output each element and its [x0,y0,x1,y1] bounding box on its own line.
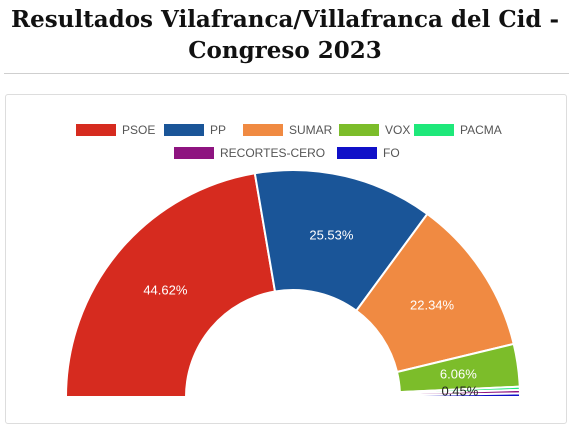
legend-swatch-pacma[interactable] [414,124,454,136]
slice-label-psoe: 44.62% [143,282,188,297]
chart-slices [64,169,522,398]
legend-label-pacma[interactable]: PACMA [460,123,502,137]
legend-swatch-pp[interactable] [164,124,204,136]
title-divider [4,73,569,74]
chart-card: PSOE PP SUMAR VOX PACMA RECORTES-CERO FO 44.62… [5,94,567,424]
legend-swatch-vox[interactable] [339,124,379,136]
page-title: Resultados Vilafranca/Villafranca del Ci… [10,6,560,64]
slice-label-vox: 6.06% [440,367,477,382]
semi-donut-chart: PSOE PP SUMAR VOX PACMA RECORTES-CERO FO 44.62… [64,123,522,399]
chart-legend: PSOE PP SUMAR VOX PACMA RECORTES-CERO FO [76,123,502,160]
legend-label-sumar[interactable]: SUMAR [289,123,333,137]
chart-slice-labels: 44.62% 25.53% 22.34% 6.06% 0.45% [143,227,478,398]
legend-label-vox[interactable]: VOX [385,123,410,137]
slice-label-pp: 25.53% [309,227,354,242]
legend-swatch-fo[interactable] [337,147,377,159]
legend-label-fo[interactable]: FO [383,146,400,160]
slice-fo[interactable] [398,392,522,398]
legend-swatch-sumar[interactable] [243,124,283,136]
slice-psoe[interactable] [64,172,277,398]
legend-label-psoe[interactable]: PSOE [122,123,155,137]
slice-label-sumar: 22.34% [410,298,455,313]
slice-label-pacma: 0.45% [441,384,478,399]
legend-label-recortes-cero[interactable]: RECORTES-CERO [220,146,325,160]
legend-swatch-recortes-cero[interactable] [174,147,214,159]
legend-swatch-psoe[interactable] [76,124,116,136]
slice-pp[interactable] [253,169,429,313]
legend-label-pp[interactable]: PP [210,123,226,137]
